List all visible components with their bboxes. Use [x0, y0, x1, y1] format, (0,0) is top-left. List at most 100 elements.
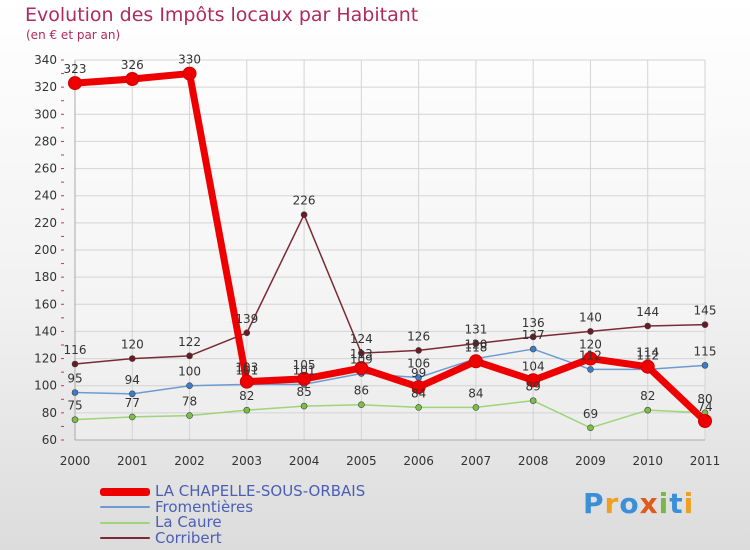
logo-letter: i [683, 487, 695, 520]
data-label: 127 [522, 328, 545, 342]
data-point [186, 382, 193, 390]
y-tick-label: 240 [34, 189, 57, 203]
data-label: 112 [636, 348, 659, 362]
data-label: 69 [583, 407, 598, 421]
x-tick-label: 2003 [232, 454, 263, 468]
data-label: 226 [293, 194, 316, 208]
data-point [68, 76, 82, 91]
logo-letter: x [639, 487, 659, 520]
legend-label: Fromentières [155, 497, 254, 516]
y-tick-label: 220 [34, 216, 57, 230]
data-label: 82 [640, 389, 655, 403]
y-tick-label: 320 [34, 80, 57, 94]
chart-title: Evolution des Impôts locaux par Habitant [25, 4, 419, 26]
data-label: 120 [579, 338, 602, 352]
y-tick-label: 280 [34, 134, 57, 148]
proxiti-logo: Proxiti [583, 487, 694, 520]
y-tick-label: 200 [34, 243, 57, 257]
x-tick-label: 2009 [575, 454, 606, 468]
x-tick-label: 2007 [461, 454, 492, 468]
y-tick-label: 180 [34, 270, 57, 284]
data-label: 145 [694, 304, 717, 318]
x-tick-label: 2000 [60, 454, 91, 468]
data-point [354, 361, 369, 376]
data-point [300, 402, 308, 410]
x-tick-label: 2001 [117, 454, 148, 468]
data-label: 131 [464, 323, 487, 337]
data-label: 103 [235, 361, 258, 375]
legend-item-corribert[interactable]: Corribert [100, 528, 365, 547]
data-point [182, 66, 197, 81]
data-point [71, 360, 79, 368]
data-point [411, 380, 426, 395]
data-point [71, 416, 79, 423]
y-tick-label: 60 [42, 433, 57, 447]
data-label: 120 [121, 338, 144, 352]
data-point [529, 397, 537, 404]
data-label: 95 [67, 372, 82, 386]
x-tick-label: 2004 [289, 454, 320, 468]
data-point [698, 414, 712, 428]
data-label: 100 [178, 365, 201, 379]
x-tick-label: 2006 [403, 454, 434, 468]
data-label: 115 [694, 344, 717, 358]
data-label: 104 [522, 359, 545, 373]
logo-letter: t [669, 487, 684, 520]
legend-swatch-corribert [100, 537, 150, 540]
x-tick-label: 2005 [346, 454, 377, 468]
legend-item-fromentieres[interactable]: Fromentières [100, 497, 365, 516]
data-point [472, 404, 480, 411]
data-point [587, 328, 594, 335]
data-label: 120 [464, 338, 487, 352]
y-tick-label: 80 [42, 406, 57, 420]
data-label: 94 [125, 373, 140, 387]
data-label: 77 [125, 396, 140, 410]
data-point [300, 211, 308, 219]
y-axis-ticks: 60 80 100 120 140 160 180 200 220 240 260 280 300 320… [34, 53, 64, 447]
data-point [128, 413, 136, 421]
data-point [701, 362, 709, 369]
y-tick-label: 140 [34, 324, 57, 338]
data-point [701, 321, 709, 328]
data-point [297, 371, 312, 386]
logo-letter: r [604, 487, 620, 520]
series-lines [68, 66, 712, 432]
data-label: 144 [636, 305, 659, 319]
data-label: 126 [407, 329, 430, 343]
y-tick-label: 160 [34, 297, 57, 311]
data-label: 82 [239, 389, 254, 403]
x-tick-label: 2002 [174, 454, 205, 468]
data-label: 116 [64, 343, 87, 357]
data-label: 84 [411, 386, 426, 400]
x-tick-label: 2011 [690, 454, 721, 468]
data-label: 99 [411, 366, 426, 380]
legend-label: Corribert [155, 528, 222, 547]
data-label: 85 [296, 385, 311, 399]
data-point [583, 351, 598, 366]
y-tick-label: 300 [34, 107, 57, 121]
data-label: 330 [178, 53, 201, 67]
series-line-3 [74, 213, 706, 365]
data-label: 106 [407, 357, 430, 371]
x-axis-ticks: 2000 2001 2002 2003 2004 2005 2006 2007 2008 2009… [60, 454, 721, 468]
legend-swatch-fromentieres [100, 506, 150, 509]
data-label: 86 [354, 384, 369, 398]
data-point [186, 412, 193, 419]
data-label: 78 [182, 395, 197, 409]
data-label: 109 [350, 353, 373, 367]
data-point [125, 72, 140, 86]
grid [74, 59, 706, 441]
y-tick-label: 340 [34, 53, 57, 67]
data-label: 124 [350, 332, 373, 346]
data-point [71, 389, 79, 396]
legend-item-la-caure[interactable]: La Caure [100, 515, 365, 531]
x-tick-label: 2008 [518, 454, 549, 468]
data-point [415, 404, 422, 411]
data-label: 80 [697, 392, 712, 406]
data-label: 122 [178, 335, 201, 349]
data-label: 112 [579, 348, 602, 362]
data-label: 101 [293, 363, 316, 377]
legend-item-la-chapelle[interactable]: LA CHAPELLE-SOUS-ORBAIS [100, 484, 365, 500]
data-point [415, 347, 422, 354]
series-line-2 [74, 399, 706, 429]
